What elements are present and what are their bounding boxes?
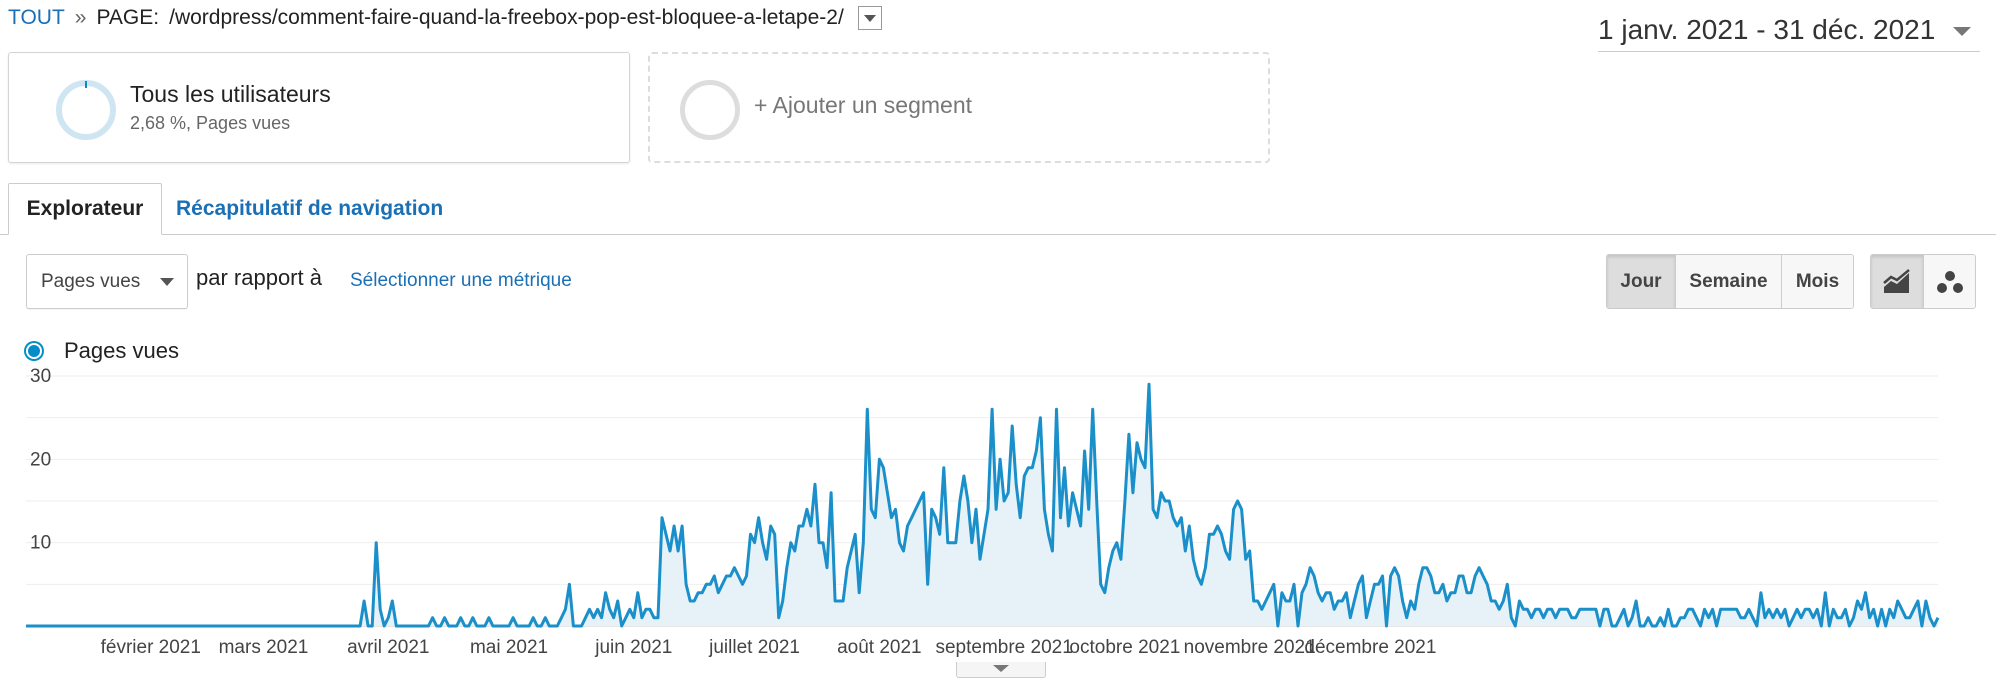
line-chart-icon (1883, 268, 1910, 293)
page-dropdown-button[interactable] (857, 6, 882, 30)
legend-dot-icon (26, 343, 42, 359)
x-tick-label: avril 2021 (347, 637, 429, 658)
chevron-down-icon (863, 14, 876, 22)
segment-donut-icon (56, 80, 116, 140)
y-tick-label: 20 (30, 449, 51, 470)
x-tick-label: février 2021 (101, 637, 201, 658)
breadcrumb-page-path: /wordpress/comment-faire-quand-la-freebo… (169, 6, 844, 29)
metric-select-value: Pages vues (41, 270, 141, 292)
date-range-picker[interactable]: 1 janv. 2021 - 31 déc. 2021 (1598, 8, 1980, 52)
chevron-down-icon (160, 277, 175, 286)
segment-title: Tous les utilisateurs (130, 81, 331, 107)
x-tick-label: août 2021 (837, 637, 922, 658)
chevron-down-icon (993, 665, 1009, 672)
breadcrumb-page-prefix: PAGE: (96, 6, 160, 29)
pageviews-area (26, 384, 1938, 626)
chart-collapse-handle[interactable] (956, 662, 1046, 678)
chart-x-axis: février 2021 mars 2021 avril 2021 mai 2021 j… (101, 637, 1437, 658)
date-range-label: 1 janv. 2021 - 31 déc. 2021 (1598, 13, 1936, 45)
empty-segment-icon (680, 80, 740, 140)
week-button[interactable]: Semaine (1675, 255, 1781, 308)
motion-chart-view-button[interactable] (1923, 255, 1975, 308)
metric-select[interactable]: Pages vues (26, 254, 188, 309)
month-button[interactable]: Mois (1781, 255, 1853, 308)
breadcrumb-root-link[interactable]: TOUT (8, 6, 65, 29)
chevron-down-icon (1953, 27, 1972, 36)
line-chart-view-button[interactable] (1871, 255, 1923, 308)
granularity-switch: Jour Semaine Mois (1606, 254, 1854, 309)
compare-label: par rapport à (196, 265, 322, 290)
y-tick-label: 10 (30, 533, 51, 554)
x-tick-label: juillet 2021 (708, 637, 800, 658)
pageviews-line-chart: 10 20 30 février 2021 mars 2021 avril 2021 ma… (26, 366, 1940, 658)
x-tick-label: décembre 2021 (1304, 637, 1436, 658)
x-tick-label: juin 2021 (594, 637, 672, 658)
x-tick-label: octobre 2021 (1069, 637, 1180, 658)
motion-chart-icon (1936, 270, 1963, 293)
legend-label: Pages vues (64, 338, 179, 363)
pageviews-line (26, 382, 1940, 628)
x-tick-label: mai 2021 (470, 637, 548, 658)
chart-view-switch (1870, 254, 1976, 309)
y-tick-label: 30 (30, 366, 51, 387)
select-metric-link[interactable]: Sélectionner une métrique (350, 270, 572, 291)
tab-divider (0, 234, 1996, 235)
add-segment-button[interactable]: + Ajouter un segment (648, 52, 1270, 163)
tab-navigation-summary[interactable]: Récapitulatif de navigation (176, 197, 444, 220)
add-segment-label: + Ajouter un segment (754, 92, 973, 118)
segment-subtitle: 2,68 %, Pages vues (130, 113, 291, 133)
x-tick-label: novembre 2021 (1184, 637, 1316, 658)
day-button[interactable]: Jour (1607, 255, 1675, 308)
x-tick-label: septembre 2021 (935, 637, 1072, 658)
chart-legend: Pages vues (26, 338, 179, 364)
x-tick-label: mars 2021 (219, 637, 309, 658)
chart-y-axis: 10 20 30 (30, 366, 51, 554)
tab-explorateur[interactable]: Explorateur (8, 183, 162, 235)
segment-all-users[interactable]: Tous les utilisateurs 2,68 %, Pages vues (8, 52, 630, 163)
breadcrumb-separator: » (74, 6, 87, 29)
breadcrumb: TOUT » PAGE: /wordpress/comment-faire-qu… (8, 6, 882, 30)
